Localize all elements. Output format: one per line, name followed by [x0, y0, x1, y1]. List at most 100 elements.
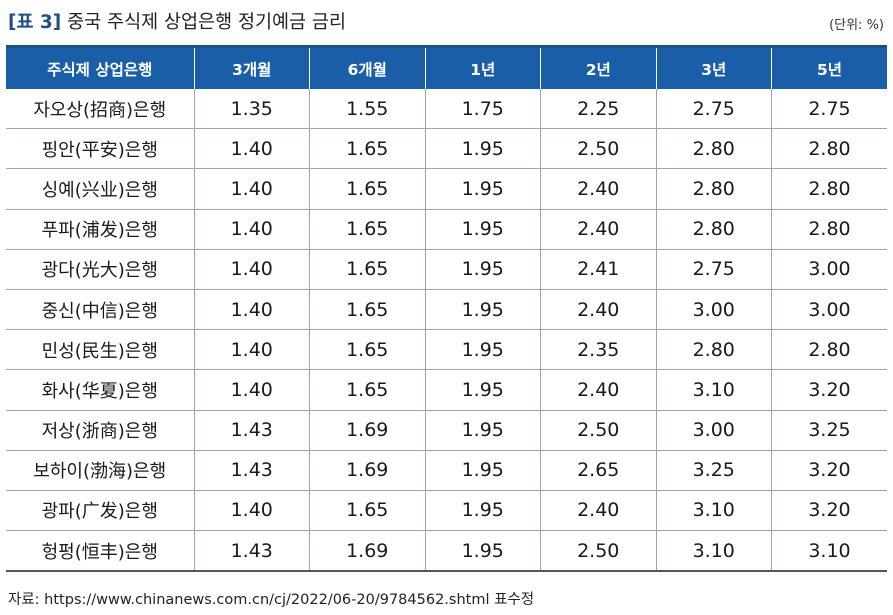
rate-6m-cell: 1.65 — [309, 168, 425, 210]
header-row: 주식제 상업은행 3개월 6개월 1년 2년 3년 5년 — [6, 46, 887, 89]
rate-1y-cell: 1.95 — [424, 530, 541, 573]
rate-1y-cell: 1.95 — [424, 489, 541, 531]
rate-3y-cell: 3.25 — [655, 449, 772, 491]
rate-1y-cell: 1.95 — [424, 449, 541, 491]
rate-2y-cell: 2.40 — [540, 288, 656, 330]
rate-2y-cell: 2.40 — [540, 168, 656, 210]
table-row: 광다(光大)은행 1.40 1.65 1.95 2.41 2.75 3.00 — [6, 248, 887, 290]
table-row: 자오상(招商)은행 1.35 1.55 1.75 2.25 2.75 2.75 — [6, 89, 887, 129]
rate-3y-cell: 2.80 — [655, 208, 772, 250]
rate-3m-cell: 1.43 — [193, 409, 310, 451]
rate-3y-cell: 3.10 — [655, 489, 772, 531]
rate-5y-cell: 2.75 — [771, 89, 887, 129]
rate-6m-cell: 1.65 — [309, 369, 425, 410]
rate-6m-cell: 1.55 — [309, 89, 425, 129]
header-6m: 6개월 — [309, 46, 425, 89]
table-title-text: 중국 주식제 상업은행 정기예금 금리 — [67, 12, 346, 33]
rate-1y-cell: 1.95 — [424, 168, 541, 210]
rate-1y-cell: 1.75 — [424, 89, 541, 129]
bank-name-cell: 자오상(招商)은행 — [33, 99, 167, 121]
rate-5y-cell: 3.25 — [771, 409, 887, 451]
header-bank: 주식제 상업은행 — [6, 46, 194, 89]
rate-3m-cell: 1.40 — [193, 168, 310, 210]
rate-3y-cell: 2.80 — [655, 168, 772, 210]
rate-5y-cell: 2.80 — [771, 128, 887, 169]
rate-2y-cell: 2.50 — [540, 128, 656, 169]
title-row: [표 3] 중국 주식제 상업은행 정기예금 금리 (단위: %) — [8, 6, 886, 38]
table-header: 주식제 상업은행 3개월 6개월 1년 2년 3년 5년 — [6, 46, 887, 89]
table-row: 푸파(浦发)은행 1.40 1.65 1.95 2.40 2.80 2.80 — [6, 208, 887, 250]
bank-name-cell: 싱예(兴业)은행 — [6, 168, 194, 210]
table-number: [표 3] — [8, 12, 62, 33]
rate-3m-cell: 1.35 — [193, 89, 310, 129]
rate-3m-cell: 1.43 — [193, 449, 310, 491]
header-3m: 3개월 — [193, 46, 310, 89]
rate-3m-cell: 1.40 — [193, 489, 310, 531]
rate-5y-cell: 3.20 — [771, 449, 887, 491]
bank-name-cell: 푸파(浦发)은행 — [6, 208, 194, 250]
rate-5y-cell: 3.20 — [771, 489, 887, 531]
table-body: 자오상(招商)은행 1.35 1.55 1.75 2.25 2.75 2.75 핑안(平安)은… — [6, 89, 887, 573]
rate-6m-cell: 1.69 — [309, 409, 425, 451]
rate-3y-cell: 3.00 — [655, 288, 772, 330]
rate-5y-cell: 2.80 — [771, 208, 887, 250]
rate-2y-cell: 2.50 — [540, 530, 656, 573]
rate-3y-cell: 3.10 — [655, 369, 772, 410]
bank-name-cell: 화사(华夏)은행 — [6, 369, 194, 410]
rate-2y-cell: 2.40 — [540, 489, 656, 531]
rate-1y-cell: 1.95 — [424, 288, 541, 330]
rate-5y-cell: 2.80 — [771, 168, 887, 210]
rate-2y-cell: 2.25 — [540, 89, 656, 129]
rate-6m-cell: 1.65 — [309, 208, 425, 250]
rate-5y-cell: 3.10 — [771, 530, 887, 573]
rate-1y-cell: 1.95 — [424, 409, 541, 451]
rate-3m-cell: 1.40 — [193, 248, 310, 290]
rate-6m-cell: 1.65 — [309, 128, 425, 169]
unit-label: (단위: %) — [829, 18, 884, 33]
rate-2y-cell: 2.50 — [540, 409, 656, 451]
source-note: 자료: https://www.chinanews.com.cn/cj/2022… — [8, 592, 535, 608]
rate-3m-cell: 1.40 — [193, 208, 310, 250]
rate-6m-cell: 1.65 — [309, 489, 425, 531]
rate-5y-cell: 3.00 — [771, 248, 887, 290]
rate-3m-cell: 1.43 — [193, 530, 310, 573]
table-row: 화사(华夏)은행 1.40 1.65 1.95 2.40 3.10 3.20 — [6, 369, 887, 410]
rate-3y-cell: 3.00 — [655, 409, 772, 451]
table-row: 헝펑(恒丰)은행 1.43 1.69 1.95 2.50 3.10 3.10 — [6, 530, 887, 573]
rate-3y-cell: 2.80 — [655, 329, 772, 370]
bank-name-cell: 민성(民生)은행 — [6, 329, 194, 370]
table-row: 저상(浙商)은행 1.43 1.69 1.95 2.50 3.00 3.25 — [6, 409, 887, 451]
rate-3y-cell: 2.75 — [655, 248, 772, 290]
table-row: 싱예(兴业)은행 1.40 1.65 1.95 2.40 2.80 2.80 — [6, 168, 887, 210]
bank-name-cell: 광다(光大)은행 — [6, 248, 194, 290]
rate-3m-cell: 1.40 — [193, 128, 310, 169]
table-row: 민성(民生)은행 1.40 1.65 1.95 2.35 2.80 2.80 — [6, 329, 887, 370]
rate-2y-cell: 2.40 — [540, 208, 656, 250]
rate-5y-cell: 3.00 — [771, 288, 887, 330]
bank-name-cell: 보하이(渤海)은행 — [6, 449, 194, 491]
deposit-rate-table: 주식제 상업은행 3개월 6개월 1년 2년 3년 5년 자오상(招商)은행 1.… — [6, 45, 887, 573]
rate-6m-cell: 1.65 — [309, 288, 425, 330]
rate-5y-cell: 3.20 — [771, 369, 887, 410]
table-row: 중신(中信)은행 1.40 1.65 1.95 2.40 3.00 3.00 — [6, 288, 887, 330]
header-1y: 1년 — [424, 46, 541, 89]
bank-name-cell: 저상(浙商)은행 — [6, 409, 194, 451]
rate-1y-cell: 1.95 — [424, 208, 541, 250]
table-row: 핑안(平安)은행 1.40 1.65 1.95 2.50 2.80 2.80 — [6, 128, 887, 169]
rate-1y-cell: 1.95 — [424, 248, 541, 290]
bank-name-cell: 핑안(平安)은행 — [6, 128, 194, 169]
table-title: [표 3] 중국 주식제 상업은행 정기예금 금리 — [8, 8, 346, 34]
rate-3m-cell: 1.40 — [193, 288, 310, 330]
rate-2y-cell: 2.41 — [540, 248, 656, 290]
rate-6m-cell: 1.65 — [309, 329, 425, 370]
bank-name-cell: 중신(中信)은행 — [6, 288, 194, 330]
rate-3y-cell: 2.80 — [655, 128, 772, 169]
rate-2y-cell: 2.65 — [540, 449, 656, 491]
bank-name-cell: 광파(广发)은행 — [6, 489, 194, 531]
rate-6m-cell: 1.65 — [309, 248, 425, 290]
rate-3y-cell: 2.75 — [655, 89, 772, 129]
header-5y: 5년 — [771, 46, 887, 89]
rate-6m-cell: 1.69 — [309, 530, 425, 573]
rate-1y-cell: 1.95 — [424, 369, 541, 410]
table-row: 광파(广发)은행 1.40 1.65 1.95 2.40 3.10 3.20 — [6, 489, 887, 531]
